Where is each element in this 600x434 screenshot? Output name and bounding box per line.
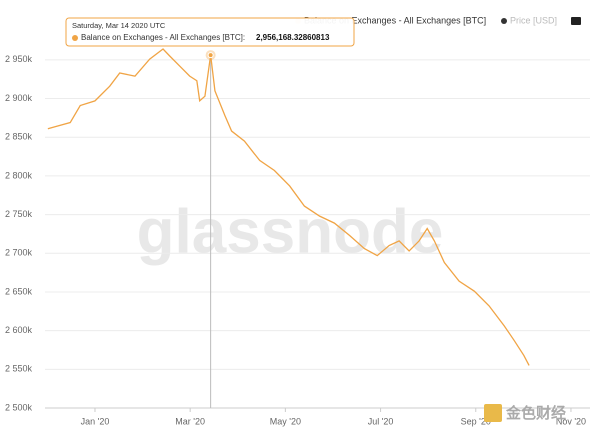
y-tick-label: 2 650k xyxy=(5,286,33,296)
tooltip-value: 2,956,168.32860813 xyxy=(256,33,330,42)
x-tick-label: Nov '20 xyxy=(556,416,586,426)
y-tick-label: 2 950k xyxy=(5,54,33,64)
tooltip-box xyxy=(65,17,355,47)
x-tick-label: Jul '20 xyxy=(368,416,394,426)
tooltip-date: Saturday, Mar 14 2020 UTC xyxy=(72,21,166,30)
logo-mark xyxy=(484,404,502,422)
tooltip-label: Balance on Exchanges - All Exchanges [BT… xyxy=(81,33,245,42)
y-tick-label: 2 800k xyxy=(5,170,33,180)
x-tick-label: Jan '20 xyxy=(81,416,110,426)
y-tick-label: 2 900k xyxy=(5,93,33,103)
legend-label: Balance on Exchanges - All Exchanges [BT… xyxy=(304,15,486,25)
watermark: glassnode xyxy=(137,197,444,266)
legend-label: Price [USD] xyxy=(510,15,557,25)
y-tick-label: 2 750k xyxy=(5,209,33,219)
y-tick-label: 2 500k xyxy=(5,402,33,412)
legend-swatch xyxy=(501,18,507,24)
corner-logo: 金色财经 xyxy=(505,404,566,422)
hover-marker xyxy=(207,52,214,59)
camera-icon xyxy=(571,17,581,25)
x-tick-label: May '20 xyxy=(270,416,301,426)
y-tick-label: 2 700k xyxy=(5,248,33,258)
x-tick-label: Mar '20 xyxy=(175,416,205,426)
tooltip-swatch xyxy=(72,35,78,41)
y-tick-label: 2 850k xyxy=(5,132,33,142)
y-tick-label: 2 550k xyxy=(5,364,33,374)
line xyxy=(47,48,530,366)
x-tick-label: Sep '20 xyxy=(461,416,491,426)
y-tick-label: 2 600k xyxy=(5,325,33,335)
